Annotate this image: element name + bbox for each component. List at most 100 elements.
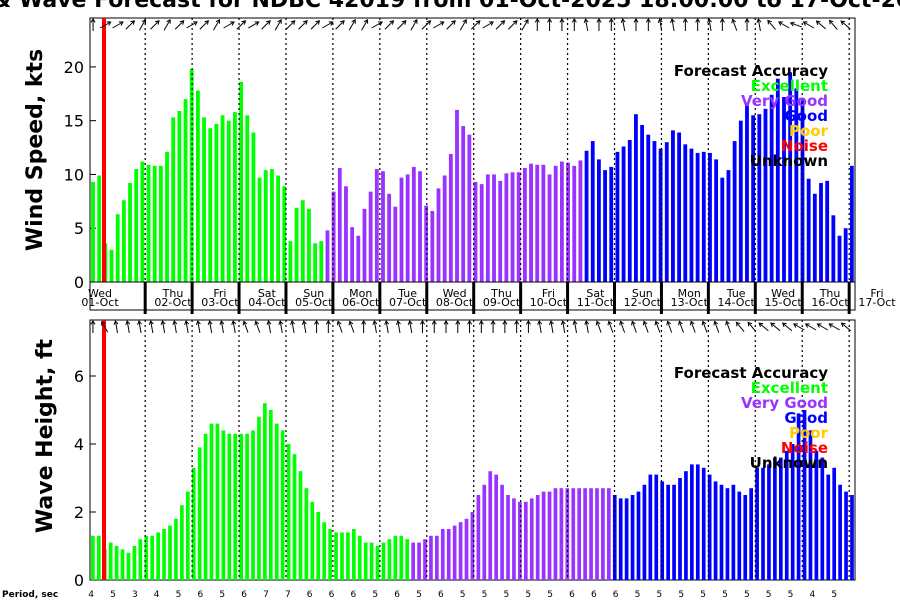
direction-arrow	[298, 20, 308, 30]
arrow-head	[781, 322, 787, 328]
direction-arrow	[303, 321, 307, 333]
direction-arrow	[702, 321, 708, 333]
arrow-head	[241, 20, 247, 25]
bar	[156, 532, 160, 580]
period-value: 5	[788, 590, 794, 600]
bar	[565, 488, 570, 580]
bar	[233, 433, 238, 580]
bar	[461, 126, 466, 282]
arrow-head	[695, 18, 701, 23]
direction-arrow	[185, 321, 189, 333]
direction-arrow	[631, 321, 637, 333]
direction-arrow	[112, 21, 124, 29]
arrow-head	[489, 21, 494, 26]
bar	[270, 169, 274, 282]
bar	[597, 159, 601, 282]
direction-arrow	[459, 19, 467, 31]
day-date: 06-Oct	[342, 296, 380, 309]
bar	[757, 114, 762, 283]
arrow-head	[184, 320, 190, 326]
bar	[375, 546, 380, 580]
arrow-head	[431, 320, 437, 325]
bar	[346, 532, 350, 580]
direction-arrow	[209, 321, 213, 333]
direction-arrow	[790, 22, 803, 28]
bar	[316, 512, 321, 580]
arrow-head	[118, 21, 124, 26]
direction-arrow	[828, 323, 840, 331]
arrow-head	[451, 20, 456, 25]
arrow-head	[478, 320, 484, 325]
arrow-head	[689, 320, 695, 326]
bar	[652, 141, 657, 282]
arrow-head	[242, 320, 248, 326]
period-value: 5	[482, 590, 488, 600]
bar	[152, 165, 157, 282]
direction-arrow	[220, 321, 224, 333]
arrow-head	[524, 18, 529, 24]
bar	[773, 457, 777, 580]
bar	[171, 117, 176, 282]
bar	[430, 211, 435, 282]
legend-item-excellent: Excellent	[751, 77, 828, 95]
arrow-head	[113, 320, 119, 326]
period-value: 6	[307, 590, 313, 600]
period-value: 6	[438, 590, 444, 600]
bar	[832, 467, 837, 580]
bar	[559, 161, 564, 282]
bar	[695, 464, 700, 580]
direction-arrow	[361, 19, 368, 31]
bar	[666, 484, 670, 580]
direction-arrow	[732, 19, 738, 31]
y-tick-label: 20	[64, 58, 84, 77]
wind-speed-ylabel: Wind Speed, kts	[23, 49, 48, 251]
arrow-head	[767, 19, 772, 25]
arrow-head	[141, 18, 147, 24]
arrow-head	[455, 320, 461, 325]
bar	[790, 444, 795, 580]
bar	[541, 491, 546, 580]
arrow-head	[462, 18, 467, 24]
bar	[340, 532, 344, 580]
period-value: 6	[351, 590, 357, 600]
direction-arrow	[199, 20, 209, 30]
arrow-head	[401, 20, 407, 25]
bar	[577, 488, 582, 580]
bar	[621, 146, 626, 282]
arrow-head	[254, 21, 260, 26]
direction-arrow	[714, 321, 720, 333]
bar	[369, 542, 374, 580]
bar	[738, 120, 743, 282]
bar	[282, 186, 287, 282]
bar	[607, 488, 611, 580]
arrow-head	[701, 320, 707, 326]
direction-arrow	[770, 322, 781, 332]
bar	[761, 467, 765, 580]
arrow-head	[534, 18, 540, 23]
bar	[492, 174, 496, 282]
direction-arrow	[736, 322, 745, 332]
arrow-head	[290, 20, 296, 25]
day-date: 16-Oct	[811, 296, 849, 309]
bar	[535, 164, 540, 282]
direction-arrow	[274, 19, 282, 31]
arrow-head	[389, 20, 395, 25]
bar	[494, 474, 498, 580]
bar	[737, 491, 742, 580]
arrow-head	[219, 320, 225, 326]
legend-item-noise: Noise	[781, 137, 828, 155]
direction-arrow	[757, 19, 761, 31]
legend-item-noise: Noise	[781, 439, 828, 457]
direction-arrow	[550, 321, 554, 333]
bar	[763, 108, 768, 282]
bar	[97, 535, 101, 580]
bar	[245, 115, 250, 282]
bar	[646, 134, 651, 282]
bar	[708, 152, 712, 282]
bar	[843, 228, 848, 282]
arrow-head	[130, 20, 136, 25]
bar	[138, 539, 143, 580]
arrow-head	[490, 320, 496, 325]
bar	[523, 501, 528, 580]
bar	[825, 180, 830, 282]
